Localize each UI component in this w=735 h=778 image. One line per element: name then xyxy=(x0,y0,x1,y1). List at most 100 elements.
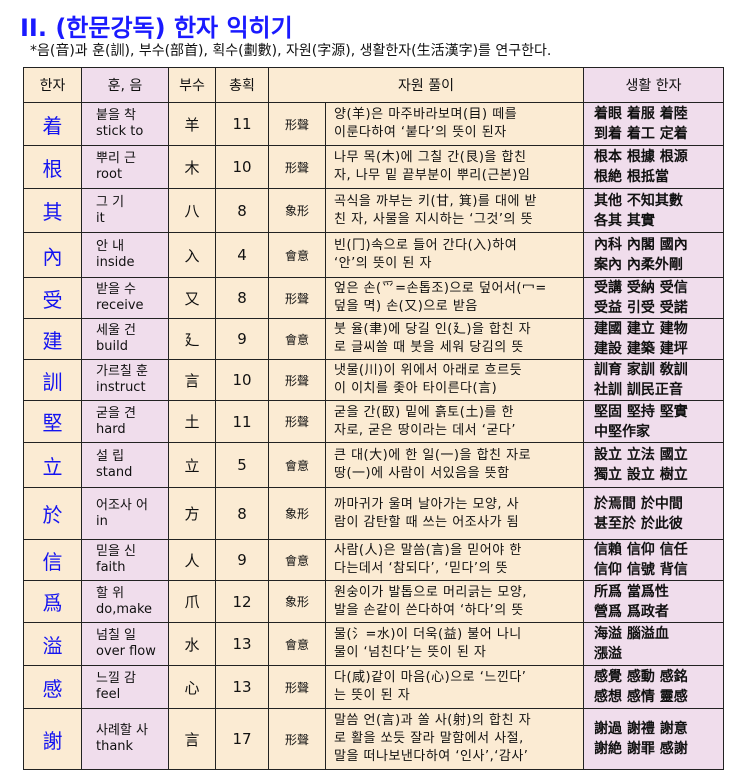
hanja-cell: 根 xyxy=(23,145,82,189)
formation-type: 形聲 xyxy=(284,680,309,695)
hun-eum-cell: 뿌리 근 root xyxy=(81,145,169,189)
origin-line: 빈(冂)속으로 들어 간다(入)하여 xyxy=(334,238,518,253)
origin-line: 굳을 간(臤) 밑에 흙토(土)를 한 xyxy=(334,404,514,420)
hun-eum-cell: 붙을 착 stick to xyxy=(81,102,169,146)
hanja-cell: 溢 xyxy=(23,622,82,666)
hanja-table: 한자 훈, 음 부수 총획 자원 풀이 생활 한자 着 붙을 착 stick to 羊… xyxy=(23,67,725,770)
radical: 心 xyxy=(184,678,200,697)
stroke-count: 4 xyxy=(237,246,247,264)
origin-line: 원숭이가 발톱으로 머리긁는 모양, xyxy=(334,584,527,600)
table-row: 根 뿌리 근 root 木 10 形聲 나무 목(木)에 그칠 간(艮)을 합친 자, 나무 … xyxy=(23,145,725,189)
hanja-char: 於 xyxy=(42,503,63,527)
hanja-cell: 建 xyxy=(23,318,82,360)
type-cell: 形聲 xyxy=(268,665,326,709)
english-meaning: faith xyxy=(96,560,126,575)
life-words: 建國 建立 建物 xyxy=(594,321,688,337)
strokes-cell: 10 xyxy=(215,145,269,189)
hanja-char: 感 xyxy=(42,676,63,701)
life-words: 各其 其實 xyxy=(594,212,655,229)
life-cell: 根本 根據 根源 根絶 根抵當 xyxy=(583,145,725,189)
stroke-count: 11 xyxy=(232,115,252,133)
life-words: 信賴 信仰 信任 xyxy=(594,542,688,558)
hanja-cell: 於 xyxy=(23,487,82,540)
radical: 又 xyxy=(184,289,200,308)
life-words: 建設 建築 建坪 xyxy=(594,341,688,357)
hanja-char: 溢 xyxy=(42,633,63,658)
table-row: 於 어조사 어 in 方 8 象形 까마귀가 울며 날아가는 모양, 사 람이 감탄할 때 쓰… xyxy=(23,487,725,540)
life-words: 受益 引受 受諾 xyxy=(594,300,688,316)
hun-eum: 굳을 견 xyxy=(96,405,137,421)
origin-line: 땅(一)에 사람이 서있음을 뜻함 xyxy=(334,466,510,481)
stroke-count: 12 xyxy=(232,592,252,611)
life-words: 於焉間 於中間 xyxy=(594,495,683,512)
english-meaning: thank xyxy=(96,739,134,754)
english-meaning: instruct xyxy=(96,380,146,395)
radical: 廴 xyxy=(184,330,200,349)
hun-eum-cell: 가르칠 훈 instruct xyxy=(81,359,169,401)
radical-cell: 人 xyxy=(168,539,216,581)
life-words: 感覺 感動 感銘 xyxy=(594,669,688,685)
header-hanja: 한자 xyxy=(23,67,82,103)
radical: 入 xyxy=(184,246,200,265)
origin-line: 람이 감탄할 때 쓰는 어조사가 됨 xyxy=(334,514,520,530)
hun-eum-cell: 할 위 do,make xyxy=(81,580,169,623)
hanja-char: 爲 xyxy=(42,591,63,615)
life-words: 所爲 當爲性 xyxy=(594,583,669,600)
life-words: 漲溢 xyxy=(594,646,623,662)
radical-cell: 言 xyxy=(168,359,216,401)
hun-eum-cell: 사례할 사 thank xyxy=(81,708,169,770)
radical-cell: 又 xyxy=(168,277,216,319)
radical: 八 xyxy=(184,202,200,220)
life-words: 根本 根據 根源 xyxy=(594,149,688,165)
hun-eum-cell: 믿을 신 faith xyxy=(81,539,169,581)
stroke-count: 9 xyxy=(237,330,247,348)
life-words: 信仰 信號 背信 xyxy=(594,562,688,578)
radical: 人 xyxy=(184,551,200,570)
english-meaning: feel xyxy=(96,687,121,702)
type-cell: 會意 xyxy=(268,232,326,278)
origin-line: 큰 대(大)에 한 일(一)을 합친 자로 xyxy=(334,448,532,463)
life-words: 根絶 根抵當 xyxy=(594,169,669,185)
life-cell: 受講 受納 受信 受益 引受 受諾 xyxy=(583,277,725,319)
hanja-char: 着 xyxy=(42,113,63,138)
strokes-cell: 8 xyxy=(215,188,269,233)
life-cell: 設立 立法 國立 獨立 設立 樹立 xyxy=(583,442,725,488)
origin-line: 덮을 멱) 손(又)으로 받음 xyxy=(334,299,478,314)
hun-eum: 사례할 사 xyxy=(96,723,148,738)
formation-type: 形聲 xyxy=(284,160,309,175)
radical: 言 xyxy=(184,730,200,749)
origin-line: 로 글씨쓸 때 붓을 세워 당김의 뜻 xyxy=(334,340,524,355)
hanja-char: 立 xyxy=(42,454,63,479)
formation-type: 象形 xyxy=(284,204,309,218)
english-meaning: it xyxy=(96,210,105,226)
origin-line: 자로, 굳은 땅이라는 데서 ‘굳다’ xyxy=(334,422,516,438)
hun-eum: 설 립 xyxy=(96,449,125,464)
radical: 木 xyxy=(184,158,200,177)
life-words: 甚至於 於此彼 xyxy=(594,515,683,532)
origin-line: 다(咸)같이 마음(心)으로 ‘느낀다’ xyxy=(334,670,527,685)
strokes-cell: 13 xyxy=(215,665,269,709)
strokes-cell: 9 xyxy=(215,539,269,581)
strokes-cell: 12 xyxy=(215,580,269,623)
table-row: 爲 할 위 do,make 爪 12 象形 원숭이가 발톱으로 머리긁는 모양, 발을 손같이… xyxy=(23,580,725,623)
origin-line: 물(氵=水)이 더욱(益) 불어 나니 xyxy=(334,627,522,642)
formation-type: 形聲 xyxy=(284,117,309,132)
radical-cell: 水 xyxy=(168,622,216,666)
life-cell: 堅固 堅持 堅實 中堅作家 xyxy=(583,400,725,443)
life-words: 到着 着工 定着 xyxy=(594,126,688,142)
strokes-cell: 10 xyxy=(215,359,269,401)
english-meaning: inside xyxy=(96,255,135,270)
english-meaning: do,make xyxy=(96,601,153,617)
origin-line: 이 이치를 좇아 타이른다(言) xyxy=(334,381,498,396)
english-meaning: over flow xyxy=(96,644,156,659)
origin-line: 양(羊)은 마주바라보며(目) 떼를 xyxy=(334,107,518,122)
radical-cell: 心 xyxy=(168,665,216,709)
life-words: 感想 感情 靈感 xyxy=(594,689,688,705)
stroke-count: 13 xyxy=(232,635,252,653)
type-cell: 象形 xyxy=(268,580,326,623)
stroke-count: 8 xyxy=(237,289,247,307)
